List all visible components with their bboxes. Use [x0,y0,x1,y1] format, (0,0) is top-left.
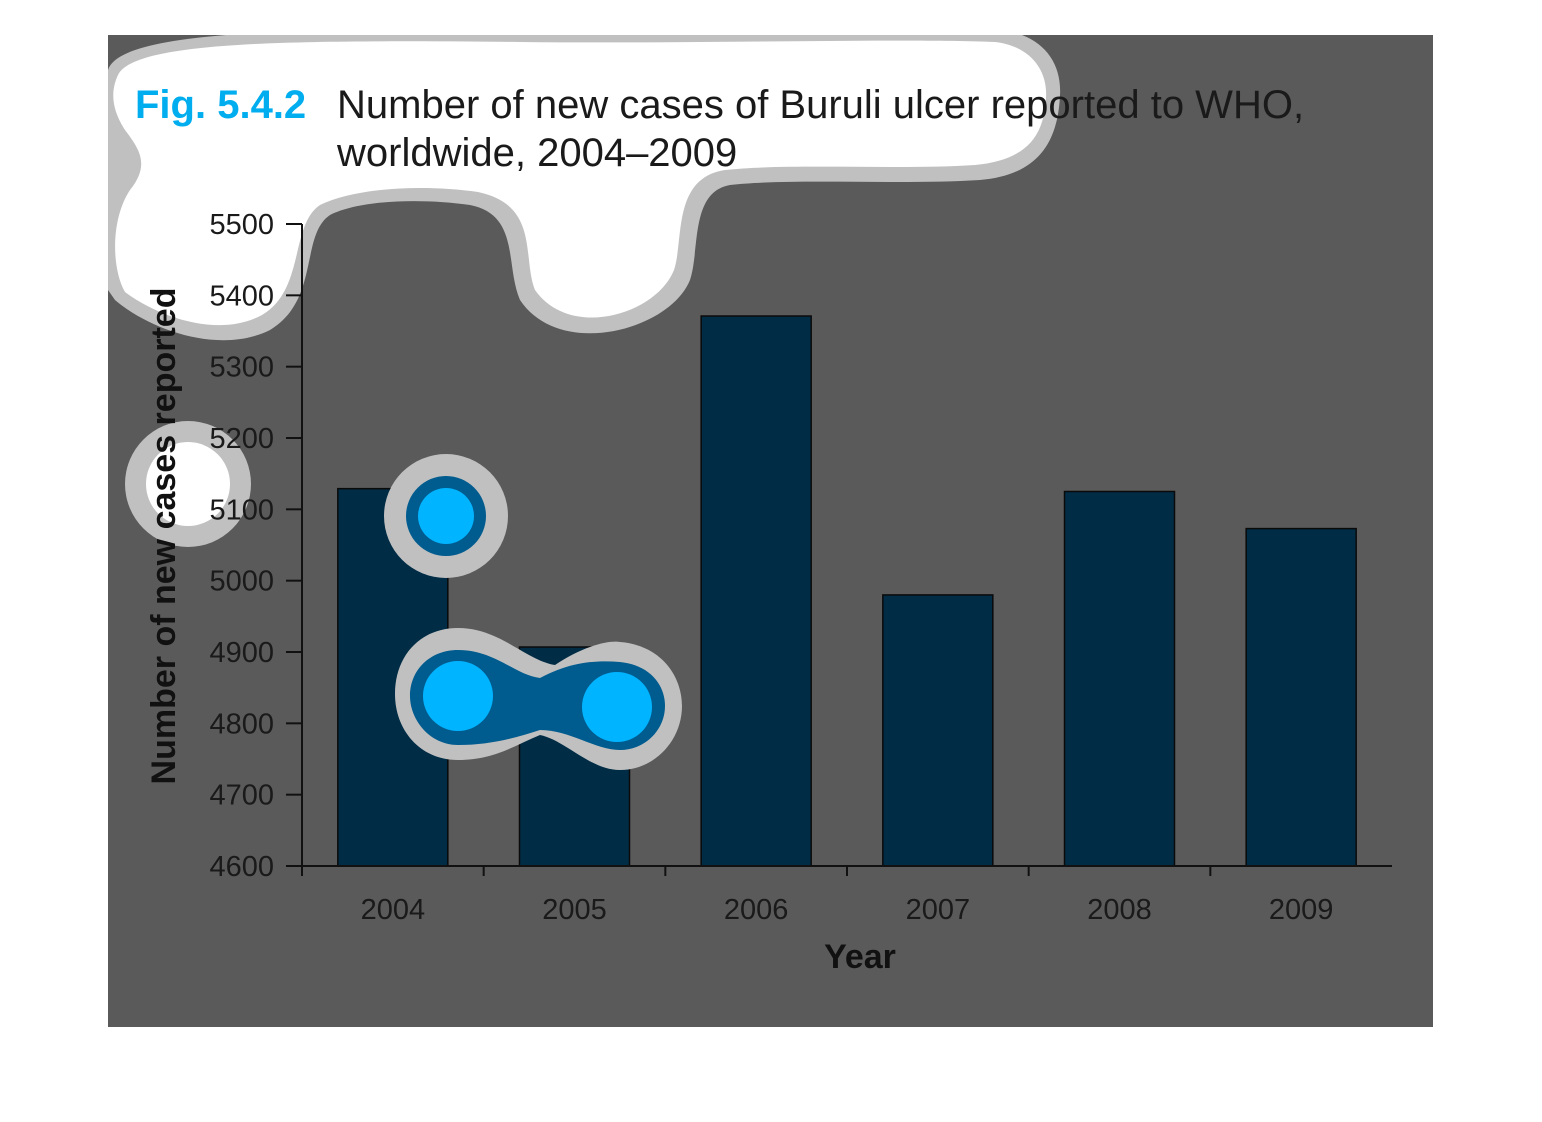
bar-2008 [1063,490,1176,867]
y-tick-label: 4600 [209,851,274,883]
figure-label: Fig. 5.4.2 [135,83,306,127]
y-tick-label: 5500 [209,209,274,241]
x-tick-label: 2004 [361,894,426,926]
y-tick-label: 4900 [209,637,274,669]
x-axis-title: Year [824,938,896,976]
x-tick-label: 2005 [542,894,607,926]
x-tick-label: 2007 [906,894,971,926]
y-tick-label: 5100 [209,494,274,526]
cloud-highlight-inner [113,40,1047,326]
x-tick-label: 2006 [724,894,789,926]
double-blob-core-right [582,672,652,742]
figure-title-line-1: Number of new cases of Buruli ulcer repo… [337,83,1304,127]
y-tick-label: 4800 [209,708,274,740]
y-tick-label: 5400 [209,280,274,312]
bar-2007 [882,594,994,867]
y-tick-label: 5300 [209,352,274,384]
bar-2009 [1245,527,1357,867]
y-tick-label: 5200 [209,423,274,455]
x-axis: 2004 2005 2006 2007 2008 2009 [301,865,1392,926]
x-tick-label: 2008 [1087,894,1152,926]
x-tick-label: 2009 [1269,894,1334,926]
y-axis-title: Number of new cases reported [145,288,183,785]
bar-2006 [700,315,812,867]
y-tick-label: 5000 [209,566,274,598]
y-axis: 4600 4700 4800 4900 5000 5100 5200 5300 5400 5500 [209,209,303,883]
double-blob-core-left [423,661,493,731]
circle-highlight-core [146,442,230,526]
highlight-blobs [108,35,1061,770]
ring-2004-core [418,488,474,544]
figure-title-line-2: worldwide, 2004–2009 [336,131,737,175]
y-tick-label: 4700 [209,780,274,812]
